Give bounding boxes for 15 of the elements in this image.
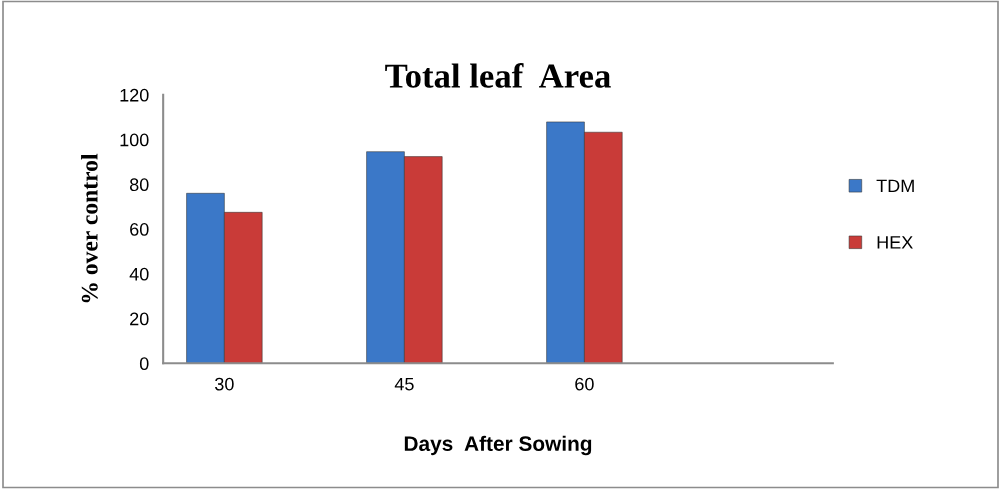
- x-axis-title: Days After Sowing: [404, 435, 592, 456]
- y-tick-label: 120: [120, 88, 149, 102]
- legend-label: HEX: [877, 236, 913, 249]
- legend-label: TDM: [876, 179, 914, 193]
- y-tick-label: 40: [129, 267, 149, 281]
- y-tick-label: 20: [130, 312, 149, 326]
- y-tick-label: 60: [130, 223, 149, 236]
- x-tick-label: 30: [215, 377, 234, 391]
- y-tick-label: 0: [139, 357, 149, 371]
- y-axis-title: % over control: [81, 153, 98, 303]
- y-tick-label: 100: [120, 133, 149, 147]
- x-tick-label: 45: [394, 377, 414, 391]
- chart-title: Total leaf Area: [385, 63, 611, 88]
- x-tick-label: 60: [575, 377, 594, 391]
- y-tick-label: 80: [129, 178, 149, 192]
